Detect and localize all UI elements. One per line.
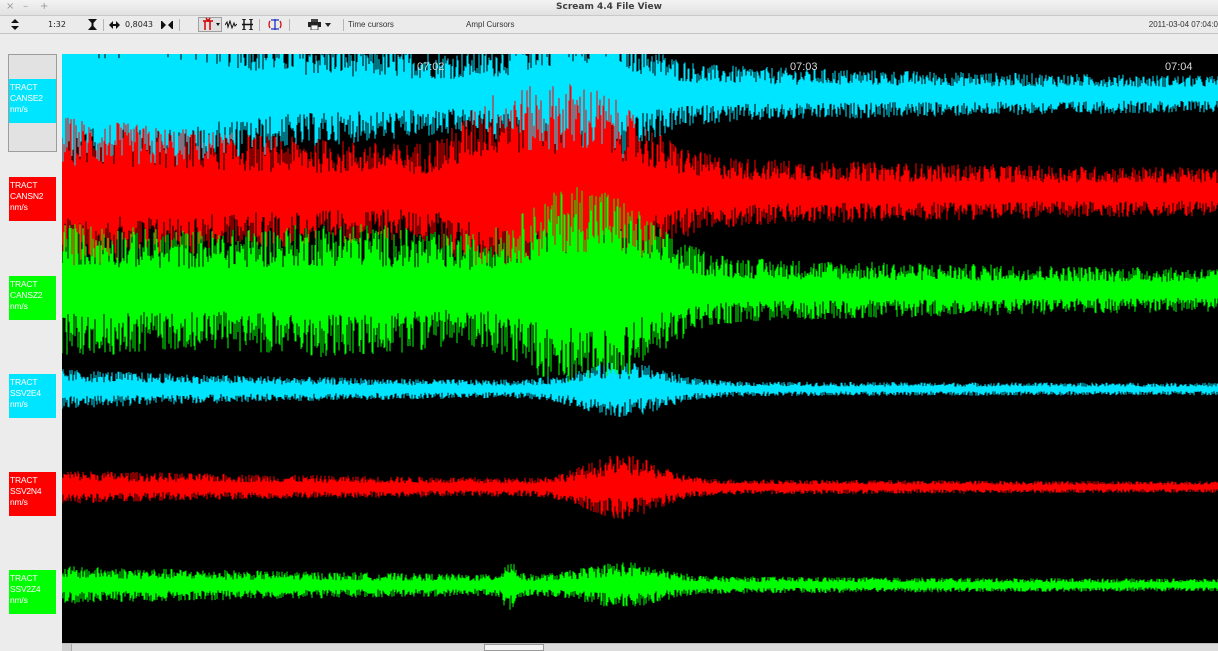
print-dropdown-icon[interactable] bbox=[323, 16, 333, 33]
toolbar: 1:32 0,8043 bbox=[0, 16, 1218, 34]
channel-station: TRACT bbox=[10, 377, 38, 387]
vertical-scale-icon[interactable] bbox=[85, 16, 99, 33]
time-tick-0704: 07:04 bbox=[1165, 61, 1193, 73]
channel-station: TRACT bbox=[10, 82, 38, 92]
channel-station: TRACT bbox=[10, 573, 38, 583]
horizontal-scrollbar[interactable] bbox=[62, 643, 1218, 651]
sort-updown-icon[interactable] bbox=[8, 16, 22, 33]
window-title: Scream 4.4 File View bbox=[556, 2, 662, 12]
channel-name: SSV2Z4 bbox=[10, 584, 41, 594]
channel-label-SSV2Z4[interactable]: TRACT SSV2Z4 nm/s bbox=[9, 570, 56, 614]
horizontal-shrink-icon[interactable] bbox=[160, 16, 174, 33]
channel-units: nm/s bbox=[10, 595, 28, 605]
trace-SSV2E4 bbox=[62, 362, 1218, 417]
waveform-canvas bbox=[62, 54, 1218, 610]
waveform-plot[interactable]: 07:02 07:03 07:04 bbox=[62, 54, 1218, 643]
trace-CANSE2 bbox=[62, 54, 1218, 195]
channel-station: TRACT bbox=[10, 475, 38, 485]
print-icon[interactable] bbox=[307, 16, 321, 33]
channel-units: nm/s bbox=[10, 202, 28, 212]
channel-units: nm/s bbox=[10, 497, 28, 507]
channel-name: CANSN2 bbox=[10, 191, 44, 201]
scrollbar-thumb[interactable] bbox=[484, 644, 544, 651]
time-tick-0703: 07:03 bbox=[790, 61, 818, 73]
horizontal-expand-icon[interactable] bbox=[107, 16, 121, 33]
channel-station: TRACT bbox=[10, 180, 38, 190]
waveform-icon[interactable] bbox=[224, 16, 238, 33]
channel-name: SSV2E4 bbox=[10, 388, 41, 398]
channel-name: SSV2N4 bbox=[10, 486, 42, 496]
close-icon[interactable]: × bbox=[6, 1, 15, 12]
trace-panel: TRACT CANSE2 nm/s TRACT CANSN2 nm/s TRAC… bbox=[0, 34, 1218, 651]
trace-CANSN2 bbox=[62, 84, 1218, 300]
channel-label-SSV2N4[interactable]: TRACT SSV2N4 nm/s bbox=[9, 472, 56, 516]
trace-SSV2N4 bbox=[62, 455, 1218, 520]
channel-label-CANSN2[interactable]: TRACT CANSN2 nm/s bbox=[9, 177, 56, 221]
channel-units: nm/s bbox=[10, 301, 28, 311]
channel-label-CANSE2[interactable]: TRACT CANSE2 nm/s bbox=[9, 79, 56, 123]
time-cursors-button[interactable]: Time cursors bbox=[348, 20, 394, 29]
channel-name: CANSE2 bbox=[10, 93, 43, 103]
scroll-left-icon[interactable] bbox=[62, 644, 72, 651]
trace-CANSZ2 bbox=[62, 187, 1218, 395]
channel-name: CANSZ2 bbox=[10, 290, 43, 300]
maximize-icon[interactable]: + bbox=[40, 1, 49, 12]
channel-station: TRACT bbox=[10, 279, 38, 289]
zoom-ratio[interactable]: 1:32 bbox=[48, 20, 66, 29]
trace-SSV2Z4 bbox=[62, 562, 1218, 610]
time-tick-0702: 07:02 bbox=[417, 61, 445, 73]
filter-icon[interactable] bbox=[198, 16, 222, 33]
gain-value[interactable]: 0,8043 bbox=[125, 20, 153, 29]
ampl-cursors-button[interactable]: Ampl Cursors bbox=[466, 20, 515, 29]
channel-units: nm/s bbox=[10, 399, 28, 409]
rotate-components-icon[interactable] bbox=[267, 16, 283, 33]
datetime-readout: 2011-03-04 07:04:0 bbox=[1148, 20, 1218, 29]
channel-units: nm/s bbox=[10, 104, 28, 114]
minimize-icon[interactable]: – bbox=[23, 1, 28, 12]
channel-label-CANSZ2[interactable]: TRACT CANSZ2 nm/s bbox=[9, 276, 56, 320]
title-bar: × – + Scream 4.4 File View bbox=[0, 0, 1218, 16]
ruler-icon[interactable] bbox=[240, 16, 254, 33]
channel-label-SSV2E4[interactable]: TRACT SSV2E4 nm/s bbox=[9, 374, 56, 418]
